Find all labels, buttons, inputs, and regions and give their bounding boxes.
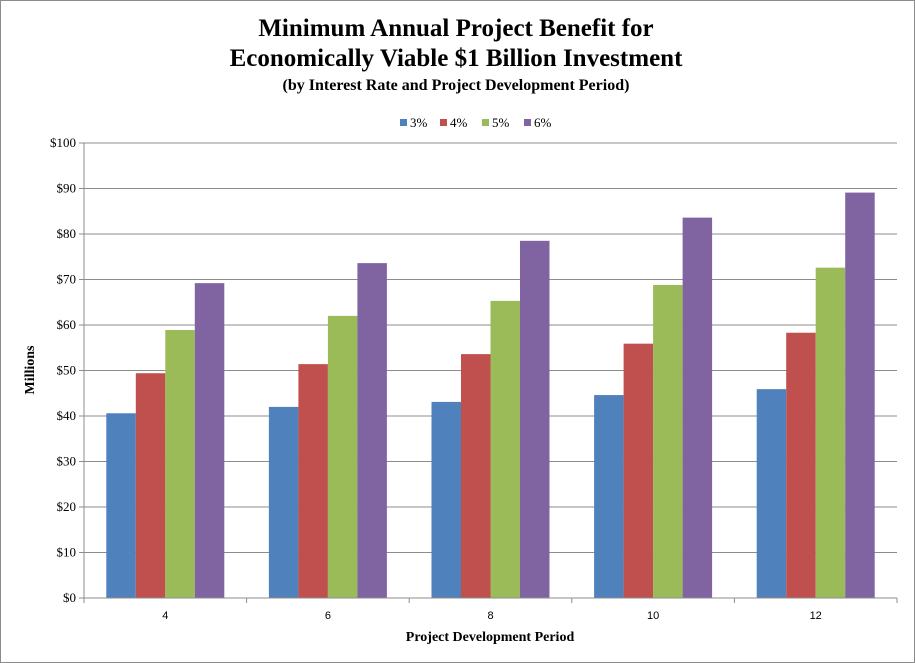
y-tick-labels: $0 $10 $20 $30 $40 $50 $60 $70 $80 $90 $100: [50, 135, 76, 605]
bar-3pct-4: [106, 413, 136, 598]
legend-label: 5%: [492, 115, 510, 130]
bar-6pct-4: [194, 283, 225, 598]
y-tick-label: $50: [57, 363, 77, 378]
chart-title-line2: Economically Viable $1 Billion Investmen…: [230, 45, 683, 72]
x-tick-label: 8: [487, 610, 493, 622]
x-tick-labels: 4 6 8 10 12: [162, 610, 822, 622]
y-tick-label: $10: [57, 545, 77, 560]
y-tick-label: $30: [57, 454, 77, 469]
chart-title-line1: Minimum Annual Project Benefit for: [258, 15, 653, 42]
y-tick-label: $90: [57, 181, 77, 196]
bar-3pct-12: [756, 389, 787, 598]
bar-6pct-8: [520, 240, 550, 598]
bar-3pct-6: [268, 406, 299, 598]
legend-swatch: [524, 119, 531, 126]
bar-6pct-12: [845, 192, 875, 598]
chart-subtitle: (by Interest Rate and Project Developmen…: [283, 77, 630, 94]
y-tick-label: $60: [57, 317, 77, 332]
legend-swatch: [482, 119, 489, 126]
y-tick-label: $100: [50, 135, 76, 150]
legend-swatch: [440, 119, 447, 126]
bar-4pct-6: [298, 364, 328, 598]
bar-5pct-12: [815, 267, 846, 598]
bar-6pct-6: [357, 263, 387, 598]
y-axis-label: Millions: [23, 345, 38, 395]
legend-swatch: [400, 119, 407, 126]
bar-5pct-6: [327, 315, 358, 598]
legend: 3% 4% 5% 6%: [400, 115, 552, 130]
y-tick-label: $70: [57, 272, 77, 287]
legend-label: 6%: [534, 115, 552, 130]
x-tick-label: 6: [325, 610, 331, 622]
bars: [106, 192, 875, 598]
y-tick-label: $40: [57, 408, 77, 423]
y-tick-label: $80: [57, 226, 77, 241]
x-tick-label: 10: [647, 610, 659, 622]
x-axis-label: Project Development Period: [406, 630, 575, 645]
bar-4pct-10: [623, 343, 654, 598]
bar-6pct-10: [682, 217, 713, 598]
axes: [79, 142, 898, 603]
bar-4pct-4: [135, 373, 166, 598]
bar-5pct-8: [490, 300, 520, 598]
bar-3pct-10: [594, 395, 624, 598]
legend-label: 4%: [450, 115, 468, 130]
x-tick-label: 12: [810, 610, 822, 622]
x-tick-label: 4: [162, 610, 168, 622]
bar-5pct-10: [653, 284, 683, 598]
y-tick-label: $20: [57, 499, 77, 514]
bar-5pct-4: [165, 330, 195, 598]
bar-4pct-8: [461, 354, 491, 598]
bar-3pct-8: [431, 401, 461, 598]
bar-4pct-12: [786, 332, 816, 598]
y-tick-label: $0: [63, 590, 76, 605]
legend-label: 3%: [410, 115, 428, 130]
